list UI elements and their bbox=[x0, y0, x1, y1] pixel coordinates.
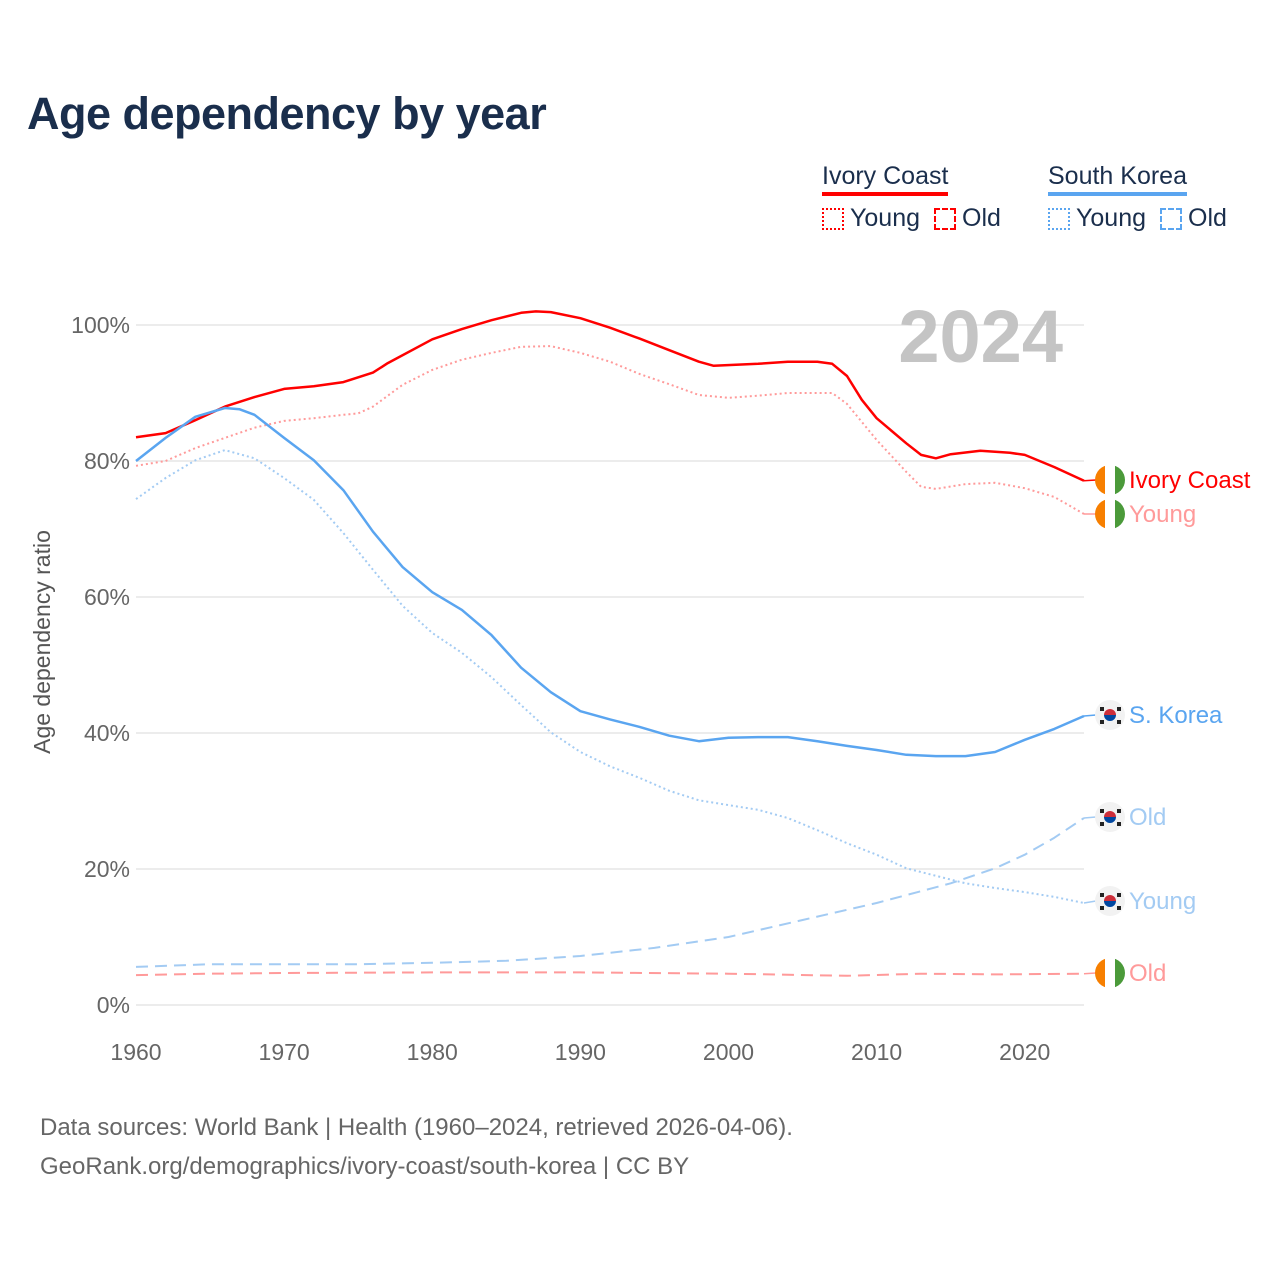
data-source-text: Data sources: World Bank | Health (1960–… bbox=[40, 1114, 793, 1141]
legend-ivory-coast[interactable]: Ivory Coast Young Old bbox=[822, 162, 1001, 233]
legend-country-label: South Korea bbox=[1048, 162, 1187, 196]
legend-item-label: Old bbox=[962, 204, 1001, 232]
year-watermark: 2024 bbox=[898, 295, 1063, 378]
legend-item-young[interactable]: Young bbox=[822, 204, 920, 233]
series-end-label: Old bbox=[1129, 960, 1166, 987]
dashed-swatch-icon bbox=[1160, 207, 1182, 230]
series-end-label: Old bbox=[1129, 804, 1166, 831]
x-tick-label: 1990 bbox=[555, 1039, 606, 1065]
x-tick-label: 1980 bbox=[407, 1039, 458, 1065]
series-end-label: Ivory Coast bbox=[1129, 467, 1251, 494]
series-line-south-korea-young[interactable] bbox=[135, 449, 1085, 904]
series-line-south-korea[interactable] bbox=[135, 406, 1085, 758]
south-korea-flag-icon bbox=[1083, 700, 1125, 730]
y-tick-label: 0% bbox=[97, 992, 130, 1018]
ivory-coast-flag-icon bbox=[1083, 465, 1125, 495]
x-tick-label: 2000 bbox=[703, 1039, 754, 1065]
ivory-coast-flag-icon bbox=[1083, 958, 1125, 988]
x-tick-label: 2020 bbox=[999, 1039, 1050, 1065]
ivory-coast-flag-icon bbox=[1083, 499, 1125, 529]
legend-item-label: Young bbox=[850, 204, 920, 232]
series-line-ivory-coast-old[interactable] bbox=[135, 971, 1085, 977]
y-tick-label: 80% bbox=[84, 448, 130, 474]
legend-item-old[interactable]: Old bbox=[1160, 204, 1227, 233]
legend-item-label: Old bbox=[1188, 204, 1227, 232]
attribution-text: GeoRank.org/demographics/ivory-coast/sou… bbox=[40, 1153, 690, 1180]
dashed-swatch-icon bbox=[934, 207, 956, 230]
south-korea-flag-icon bbox=[1083, 802, 1125, 832]
legend-item-young[interactable]: Young bbox=[1048, 204, 1146, 233]
series-end-label: S. Korea bbox=[1129, 702, 1223, 729]
dotted-swatch-icon bbox=[1048, 207, 1070, 230]
x-tick-label: 2010 bbox=[851, 1039, 902, 1065]
y-tick-label: 100% bbox=[71, 312, 130, 338]
y-tick-label: 20% bbox=[84, 856, 130, 882]
chart-title: Age dependency by year bbox=[27, 88, 547, 139]
dotted-swatch-icon bbox=[822, 207, 844, 230]
legend-item-old[interactable]: Old bbox=[934, 204, 1001, 233]
series-line-south-korea-old[interactable] bbox=[135, 817, 1085, 968]
series-end-label: Young bbox=[1129, 888, 1196, 915]
series-end-label: Young bbox=[1129, 501, 1196, 528]
series-line-ivory-coast-young[interactable] bbox=[135, 345, 1085, 515]
footer: Data sources: World Bank | Health (1960–… bbox=[40, 1108, 793, 1186]
south-korea-flag-icon bbox=[1083, 886, 1125, 916]
legend-item-label: Young bbox=[1076, 204, 1146, 232]
series-line-ivory-coast[interactable] bbox=[135, 310, 1085, 482]
x-tick-label: 1960 bbox=[110, 1039, 161, 1065]
y-tick-label: 40% bbox=[84, 720, 130, 746]
y-tick-label: 60% bbox=[84, 584, 130, 610]
legend-country-label: Ivory Coast bbox=[822, 162, 949, 196]
legend-south-korea[interactable]: South Korea Young Old bbox=[1048, 162, 1227, 233]
y-axis-label: Age dependency ratio bbox=[29, 530, 55, 754]
x-tick-label: 1970 bbox=[259, 1039, 310, 1065]
